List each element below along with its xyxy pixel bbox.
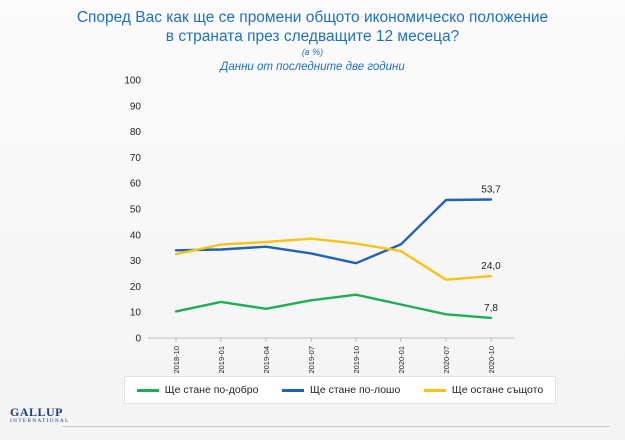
y-tick-label: 100 — [124, 76, 141, 87]
x-tick-label: 2020-10 — [487, 346, 496, 374]
y-tick-label: 80 — [130, 127, 142, 138]
series-line-2 — [174, 198, 493, 265]
chart-title-line-1: Според Вас как ще се промени общото икон… — [76, 9, 549, 26]
chart-note: Данни от последните две години — [220, 61, 405, 73]
chart-title: Според Вас как ще се промени общото икон… — [0, 8, 625, 46]
footer-divider — [62, 426, 610, 427]
gallup-logo: GALLUP INTERNATIONAL — [10, 406, 70, 425]
series-line-1 — [174, 293, 493, 320]
legend-item-2: Ще стане по-лошо — [282, 384, 400, 396]
chart-title-line-2: в страната през следващите 12 месеца? — [165, 28, 460, 45]
x-tick-label: 2018-10 — [172, 346, 181, 374]
legend-swatch — [136, 388, 159, 392]
legend-item-1: Ще стане по-добро — [136, 384, 259, 396]
chart-legend: Ще стане по-добро Ще стане по-лошо Ще оста… — [124, 376, 556, 404]
data-label-series-1: 7,8 — [484, 303, 498, 314]
y-tick-label: 20 — [130, 282, 142, 293]
legend-label: Ще стане по-добро — [164, 384, 259, 396]
legend-item-3: Ще остане същото — [423, 384, 544, 396]
data-label-series-2: 53,7 — [481, 184, 501, 195]
y-tick-label: 70 — [130, 153, 142, 164]
y-tick-label: 60 — [130, 179, 142, 190]
legend-swatch — [282, 388, 305, 392]
x-tick-label: 2019-01 — [217, 346, 226, 374]
y-tick-label: 30 — [130, 256, 142, 267]
x-tick-label: 2019-04 — [262, 346, 271, 374]
x-tick-label: 2020-01 — [397, 346, 406, 374]
logo-main-text: GALLUP — [10, 405, 64, 419]
legend-swatch — [423, 388, 446, 392]
legend-label: Ще стане по-лошо — [310, 384, 401, 396]
y-tick-label: 90 — [130, 101, 142, 112]
y-tick-label: 10 — [130, 308, 142, 319]
logo-sub-text: INTERNATIONAL — [10, 418, 70, 424]
y-tick-label: 40 — [130, 230, 142, 241]
y-tick-label: 0 — [135, 334, 141, 345]
x-tick-label: 2020-07 — [442, 346, 451, 374]
y-tick-label: 50 — [130, 205, 142, 216]
x-tick-label: 2019-10 — [352, 346, 361, 374]
legend-label: Ще остане същото — [451, 384, 544, 396]
chart-subtitle: (в %) — [301, 47, 324, 57]
series-line-3 — [174, 237, 493, 281]
data-label-series-3: 24,0 — [481, 261, 501, 272]
x-tick-label: 2019-07 — [307, 346, 316, 374]
